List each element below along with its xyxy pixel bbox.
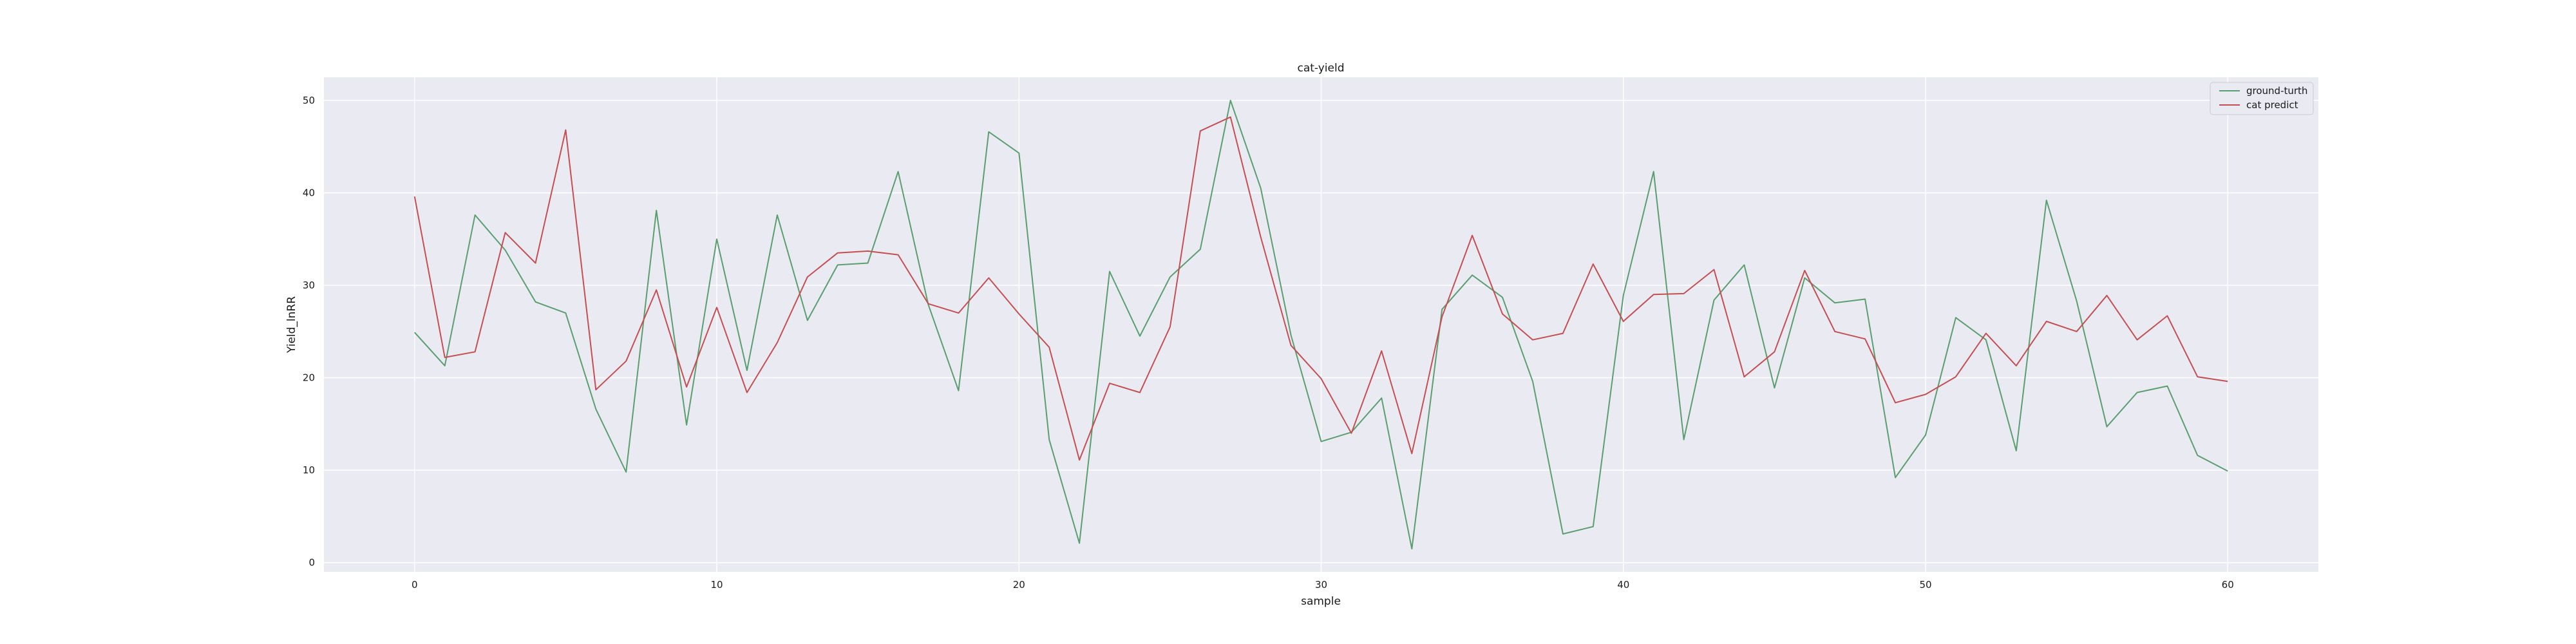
x-axis-label: sample xyxy=(1301,595,1341,608)
chart-title: cat-yield xyxy=(1297,62,1344,75)
y-tick-label: 40 xyxy=(303,187,315,198)
x-tick-label: 0 xyxy=(412,579,418,591)
y-tick-labels: 0 10 20 30 40 50 xyxy=(303,95,315,569)
y-tick-label: 20 xyxy=(303,372,315,384)
series-line-cat-predict xyxy=(413,116,2228,461)
x-tick-label: 60 xyxy=(2222,579,2234,591)
legend-label-cat-predict: cat predict xyxy=(2246,99,2298,111)
legend-label-ground-turth: ground-turth xyxy=(2246,85,2307,97)
series-lines xyxy=(413,99,2228,550)
series-line-ground-turth xyxy=(414,99,2228,550)
y-axis-label: Yield_lnRR xyxy=(285,296,298,354)
y-tick-label: 30 xyxy=(303,279,315,291)
x-tick-label: 10 xyxy=(710,579,723,591)
x-tick-labels: 0 10 20 30 40 50 60 xyxy=(412,579,2234,591)
x-tick-label: 50 xyxy=(1919,579,1931,591)
y-tick-label: 10 xyxy=(303,464,315,476)
legend: ground-turth cat predict xyxy=(2210,82,2314,115)
y-tick-label: 50 xyxy=(303,95,315,106)
y-tick-label: 0 xyxy=(308,557,315,569)
x-tick-label: 30 xyxy=(1315,579,1327,591)
x-tick-label: 20 xyxy=(1013,579,1025,591)
x-tick-label: 40 xyxy=(1617,579,1629,591)
